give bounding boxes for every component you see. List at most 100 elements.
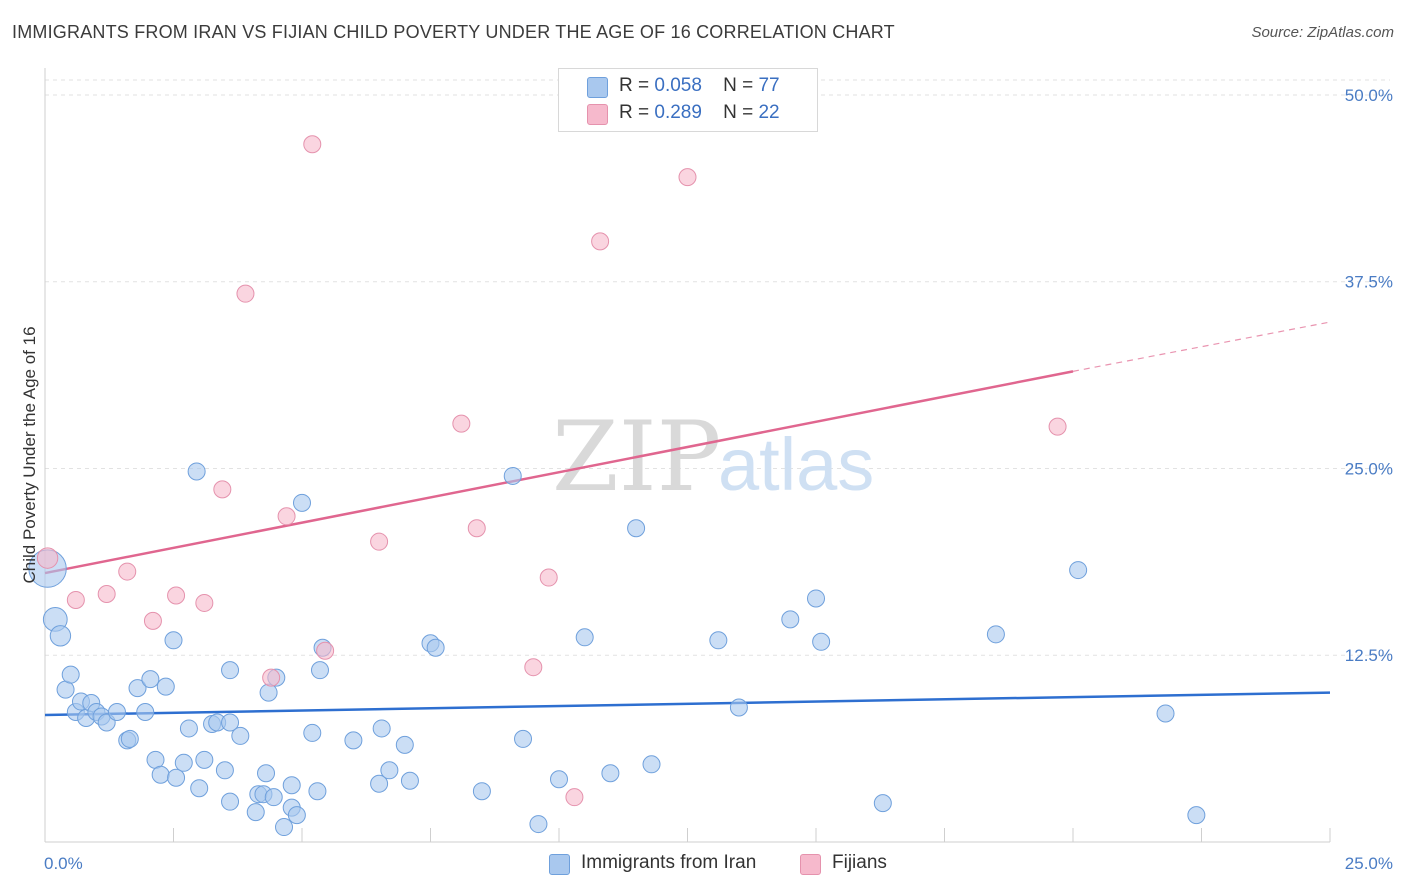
trend-line-fijian [44, 370, 1074, 575]
legend-n-value: 22 [758, 102, 780, 123]
legend-r-value: 0.058 [654, 75, 702, 96]
bottom-legend-label-iran: Immigrants from Iran [581, 852, 757, 873]
point-iran [986, 625, 1005, 644]
point-iran [287, 806, 306, 825]
point-fijian [565, 788, 584, 807]
point-fijian [524, 658, 543, 677]
point-iran [709, 631, 728, 650]
bottom-legend-swatch-iran [549, 854, 570, 875]
point-iran [221, 792, 240, 811]
legend-r-value: 0.289 [654, 102, 702, 123]
point-iran [529, 815, 548, 834]
x-tick-label-max: 25.0% [1345, 854, 1393, 873]
chart-title: IMMIGRANTS FROM IRAN VS FIJIAN CHILD POV… [12, 22, 895, 42]
point-iran [729, 698, 748, 717]
point-iran [514, 729, 533, 748]
point-iran [642, 755, 661, 774]
point-iran [1187, 806, 1206, 825]
y-axis-title: Child Poverty Under the Age of 16 [20, 326, 39, 583]
point-iran [215, 761, 234, 780]
point-iran [575, 628, 594, 647]
point-iran [370, 774, 389, 793]
legend-swatch-fijians [587, 104, 608, 125]
point-iran [246, 803, 265, 822]
point-fijian [97, 584, 116, 603]
point-iran [781, 610, 800, 629]
point-iran [179, 719, 198, 738]
axes [44, 68, 1331, 843]
bottom-legend-label-fijians: Fijians [832, 852, 887, 873]
grid-lines [45, 79, 1390, 656]
watermark: ZIP atlas [552, 401, 874, 513]
legend-r-label: R = [619, 102, 650, 123]
point-iran [120, 729, 139, 748]
point-fijian [591, 232, 610, 251]
point-iran [128, 679, 147, 698]
point-fijian [236, 284, 255, 303]
point-iran [141, 670, 160, 689]
point-fijian [66, 590, 85, 609]
point-iran [282, 776, 301, 795]
point-iran [627, 519, 646, 538]
point-fijian [36, 547, 59, 569]
point-iran [231, 726, 250, 745]
bottom-legend-swatch-fijians [800, 854, 821, 875]
point-fijian [316, 641, 335, 660]
point-fijian [118, 562, 137, 581]
legend-r-label: R = [619, 75, 650, 96]
point-iran [275, 818, 294, 837]
point-iran [174, 753, 193, 772]
point-iran [303, 723, 322, 742]
point-iran [812, 632, 831, 651]
point-iran [49, 625, 72, 647]
point-iran [151, 765, 170, 784]
point-iran [503, 466, 522, 485]
x-tick-label-min: 0.0% [44, 854, 83, 873]
point-fijian [1048, 417, 1067, 436]
y-tick-label: 50.0% [1345, 86, 1393, 105]
point-fijian [467, 519, 486, 538]
point-fijian [143, 611, 162, 630]
point-iran [187, 462, 206, 481]
point-fijian [277, 507, 296, 526]
point-fijian [678, 168, 697, 187]
point-iran [400, 771, 419, 790]
point-iran [550, 770, 568, 789]
point-iran [293, 493, 311, 512]
point-fijian [370, 532, 389, 551]
point-iran [380, 761, 399, 780]
point-fijian [167, 586, 186, 605]
trend-line-iran [44, 691, 1331, 717]
bottom-legend: Immigrants from Iran Fijians [0, 852, 1406, 880]
point-iran [395, 735, 414, 754]
point-iran [107, 703, 126, 722]
trend-line-fijian-extension [1072, 321, 1331, 372]
point-fijian [539, 568, 558, 587]
point-iran [601, 764, 620, 783]
point-iran [146, 750, 165, 769]
legend-n-label: N = [723, 75, 754, 96]
point-iran [190, 779, 209, 798]
legend-n-value: 77 [758, 75, 780, 96]
point-fijian [303, 135, 322, 154]
point-iran [372, 719, 391, 738]
point-iran [167, 768, 186, 787]
trend-lines [44, 321, 1331, 717]
point-iran [308, 782, 327, 801]
point-iran [344, 731, 363, 750]
point-fijian [195, 593, 214, 612]
point-iran [1069, 561, 1088, 580]
legend: R = 0.058 N = 77 R = 0.289 N = 22 [558, 68, 818, 132]
point-iran [873, 794, 892, 813]
point-iran [259, 683, 278, 702]
point-iran [807, 589, 825, 608]
point-iran [221, 661, 240, 680]
tick-labels: 12.5% 25.0% 37.5% 50.0% 0.0% 25.0% [44, 86, 1393, 873]
point-fijian [452, 414, 471, 433]
point-iran [164, 631, 183, 650]
legend-swatch-iran [587, 77, 608, 98]
point-iran [264, 788, 283, 807]
point-fijian [262, 668, 281, 687]
point-iran [195, 750, 214, 769]
